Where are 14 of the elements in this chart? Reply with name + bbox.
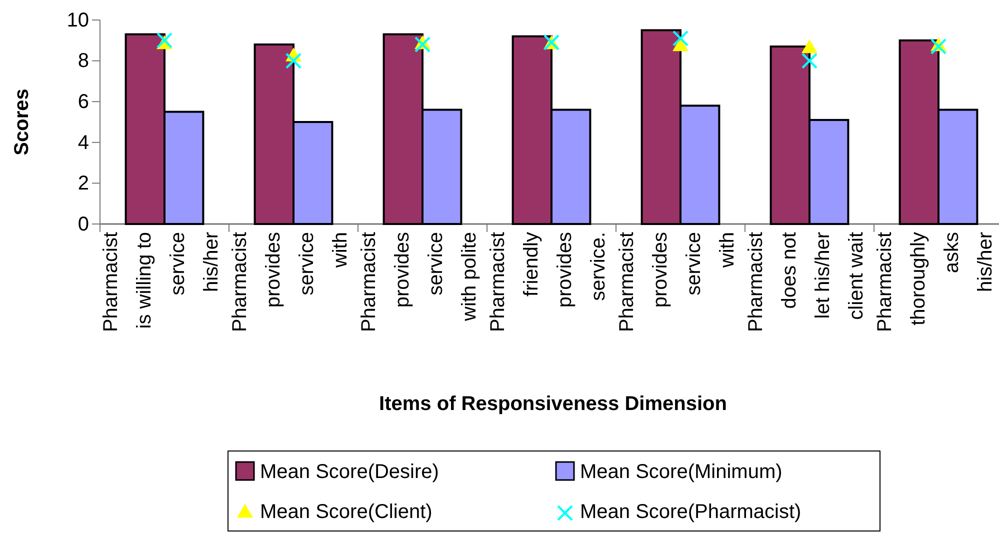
x-tick-label: Pharmacist is willing to service his/her (100, 232, 222, 332)
legend-label: Mean Score(Client) (260, 501, 432, 523)
y-tick-label: 2 (78, 172, 89, 195)
legend-label: Mean Score(Minimum) (580, 461, 782, 483)
y-tick-label: 0 (78, 213, 89, 236)
y-tick-label: 8 (78, 50, 89, 72)
legend-label: Mean Score(Desire) (260, 461, 439, 483)
x-axis-title: Items of Responsiveness Dimension (379, 393, 727, 415)
legend-label: Mean Score(Pharmacist) (580, 501, 802, 523)
x-tick-label: Pharmacist friendly provides service. (487, 232, 610, 332)
y-axis-title: Scores (11, 88, 33, 156)
y-tick-label: 4 (78, 132, 89, 154)
y-tick-label: 6 (78, 91, 89, 113)
y-tick-label: 10 (66, 9, 89, 32)
